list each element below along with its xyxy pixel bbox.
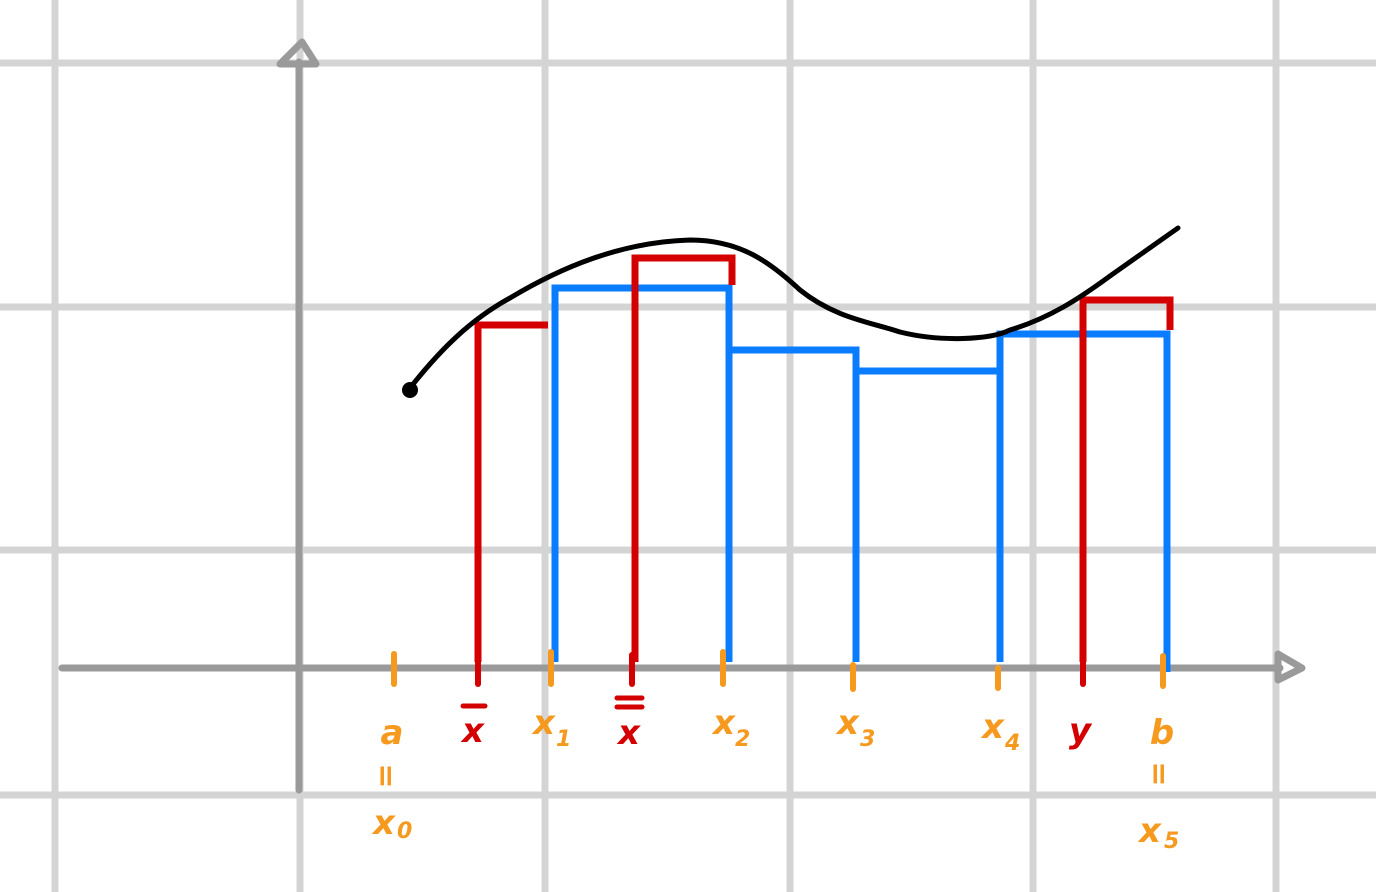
sample-point-labels: x x y — [460, 695, 1093, 753]
curve-start-point — [402, 382, 418, 398]
y-axis-arrow — [276, 38, 320, 68]
label-xbar: x — [460, 711, 485, 751]
label-x5: x — [1137, 811, 1162, 851]
blue-rectangle-1 — [551, 284, 733, 662]
label-x0-sub: 0 — [397, 819, 412, 844]
label-y: y — [1069, 711, 1093, 751]
label-x2: x — [711, 703, 736, 743]
x-axis-arrow — [1274, 650, 1306, 684]
label-x4: x — [980, 707, 1005, 747]
red-rectangle-3 — [1079, 296, 1174, 662]
red-rectangle-2 — [631, 254, 736, 662]
orange-ticks — [391, 649, 1166, 692]
function-curve — [407, 225, 1181, 391]
red-rectangle-1 — [474, 321, 548, 662]
label-a: a — [381, 713, 404, 753]
red-ticks — [475, 647, 1086, 687]
label-b: b — [1150, 713, 1174, 753]
label-x5-sub: 5 — [1164, 829, 1179, 854]
label-x0: x — [371, 803, 396, 843]
label-x4-sub: 4 — [1004, 731, 1020, 756]
partition-labels: a = x 0 x 1 x 2 x 3 x 4 b = x 5 — [368, 703, 1179, 854]
red-rectangles — [474, 254, 1174, 662]
label-x1-sub: 1 — [556, 727, 571, 752]
blue-rectangle-3 — [852, 367, 1004, 662]
axes — [58, 38, 1306, 794]
blue-rectangles — [551, 284, 1171, 672]
label-xbarbar: x — [616, 713, 641, 753]
label-a-equals: = — [368, 763, 403, 788]
label-x2-sub: 2 — [735, 727, 750, 752]
label-x1: x — [531, 703, 556, 743]
label-x3-sub: 3 — [860, 727, 875, 752]
label-x3: x — [835, 703, 860, 743]
label-b-equals: = — [1141, 761, 1176, 786]
